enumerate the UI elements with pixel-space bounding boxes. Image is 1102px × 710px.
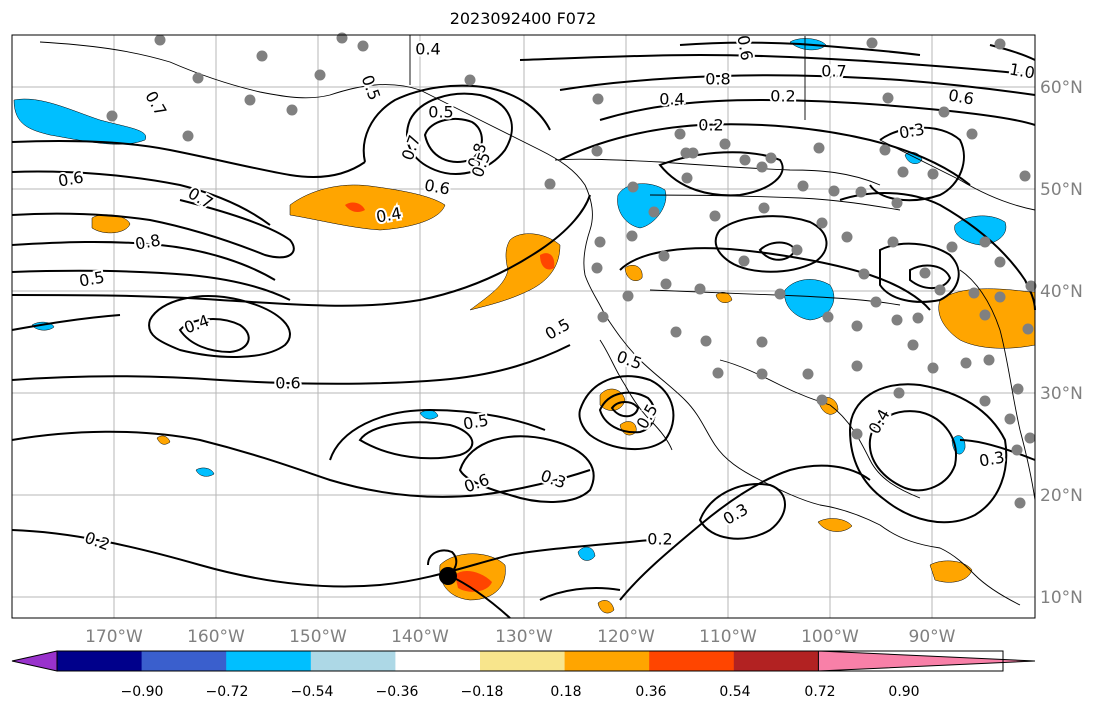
- colorbar-segment: [226, 651, 312, 671]
- colorbar-segment: [480, 651, 566, 671]
- longitude-axis: 170°W 160°W 150°W 140°W 130°W 120°W 110°…: [85, 627, 956, 647]
- lat-tick: 50°N: [1040, 180, 1083, 200]
- colorbar-tick: 0.90: [888, 684, 919, 700]
- map-frame: [11, 34, 1036, 619]
- contour-label: 0.6: [275, 374, 300, 393]
- positive-anomaly-small-1: [624, 265, 643, 281]
- contour-label: 0.4: [415, 40, 440, 59]
- lat-tick: 20°N: [1040, 486, 1083, 506]
- lon-tick: 90°W: [909, 627, 956, 647]
- colorbar-segment: [395, 651, 481, 671]
- colorbar-segment: [564, 651, 650, 671]
- colorbar-tick: 0.72: [804, 684, 835, 700]
- negative-anomaly-small-5: [195, 467, 215, 477]
- contour-label: 0.6: [733, 34, 756, 62]
- colorbar-tick: −0.36: [376, 684, 419, 700]
- colorbar-extend-high: [817, 650, 1036, 672]
- colorbar-tick: −0.54: [291, 684, 334, 700]
- negative-anomaly-aleutian: [13, 98, 146, 145]
- positive-anomaly-small-4: [597, 600, 615, 614]
- contour-label: 0.7: [821, 62, 846, 81]
- colorbar-tick: −0.18: [461, 684, 504, 700]
- lon-tick: 170°W: [85, 627, 143, 647]
- colorbar-segment: [310, 651, 396, 671]
- lon-tick: 130°W: [495, 627, 553, 647]
- lon-tick: 100°W: [801, 627, 859, 647]
- contour-label: 0.5: [428, 103, 453, 122]
- colorbar-segment: [649, 651, 735, 671]
- positive-anomaly-small-3: [817, 518, 853, 532]
- positive-anomaly-caribbean: [929, 560, 973, 583]
- colorbar-tick: 0.36: [635, 684, 666, 700]
- positive-anomaly-small-6: [156, 435, 171, 445]
- colorbar-segment: [733, 651, 819, 671]
- lon-tick: 120°W: [597, 627, 655, 647]
- lon-tick: 160°W: [187, 627, 245, 647]
- colorbar-segment: [57, 651, 143, 671]
- contour-label: 0.2: [698, 116, 723, 135]
- station-markers: [106, 32, 1037, 509]
- colorbar-segments: [11, 650, 1036, 672]
- colorbar: −0.90 −0.72 −0.54 −0.36 −0.18 0.18 0.36 …: [11, 650, 1036, 700]
- lat-tick: 40°N: [1040, 282, 1083, 302]
- negative-anomaly-plains: [784, 279, 835, 321]
- positive-anomaly-pacific: [289, 184, 446, 231]
- colorbar-extend-low: [11, 650, 58, 672]
- colorbar-segment: [141, 651, 227, 671]
- colorbar-tick: −0.90: [121, 684, 164, 700]
- storm-center-marker: [439, 567, 457, 585]
- lon-tick: 150°W: [289, 627, 347, 647]
- lon-tick: 140°W: [391, 627, 449, 647]
- contour-label: 0.4: [659, 90, 684, 109]
- colorbar-frame: [56, 650, 1004, 672]
- contour-lines: [11, 41, 1036, 619]
- latitude-axis: 60°N 50°N 40°N 30°N 20°N 10°N: [1040, 78, 1083, 608]
- strong-positive-tropical: [455, 570, 492, 592]
- lat-tick: 10°N: [1040, 588, 1083, 608]
- lat-tick: 60°N: [1040, 78, 1083, 98]
- negative-anomaly-small-3: [577, 546, 596, 561]
- colorbar-ticks: −0.90 −0.72 −0.54 −0.36 −0.18 0.18 0.36 …: [121, 684, 920, 700]
- lat-tick: 30°N: [1040, 384, 1083, 404]
- map-title: 2023092400 F072: [449, 9, 597, 28]
- contour-label: 0.8: [705, 70, 730, 89]
- colorbar-tick: −0.72: [206, 684, 249, 700]
- colorbar-tick: 0.54: [719, 684, 750, 700]
- lon-tick: 110°W: [699, 627, 757, 647]
- coastlines: [39, 35, 1036, 606]
- strong-positive-offshore: [540, 253, 555, 270]
- contour-label: 0.2: [770, 87, 795, 106]
- contour-label: 0.2: [647, 530, 672, 549]
- strong-positive-pacific: [345, 202, 365, 213]
- colorbar-tick: 0.18: [550, 684, 581, 700]
